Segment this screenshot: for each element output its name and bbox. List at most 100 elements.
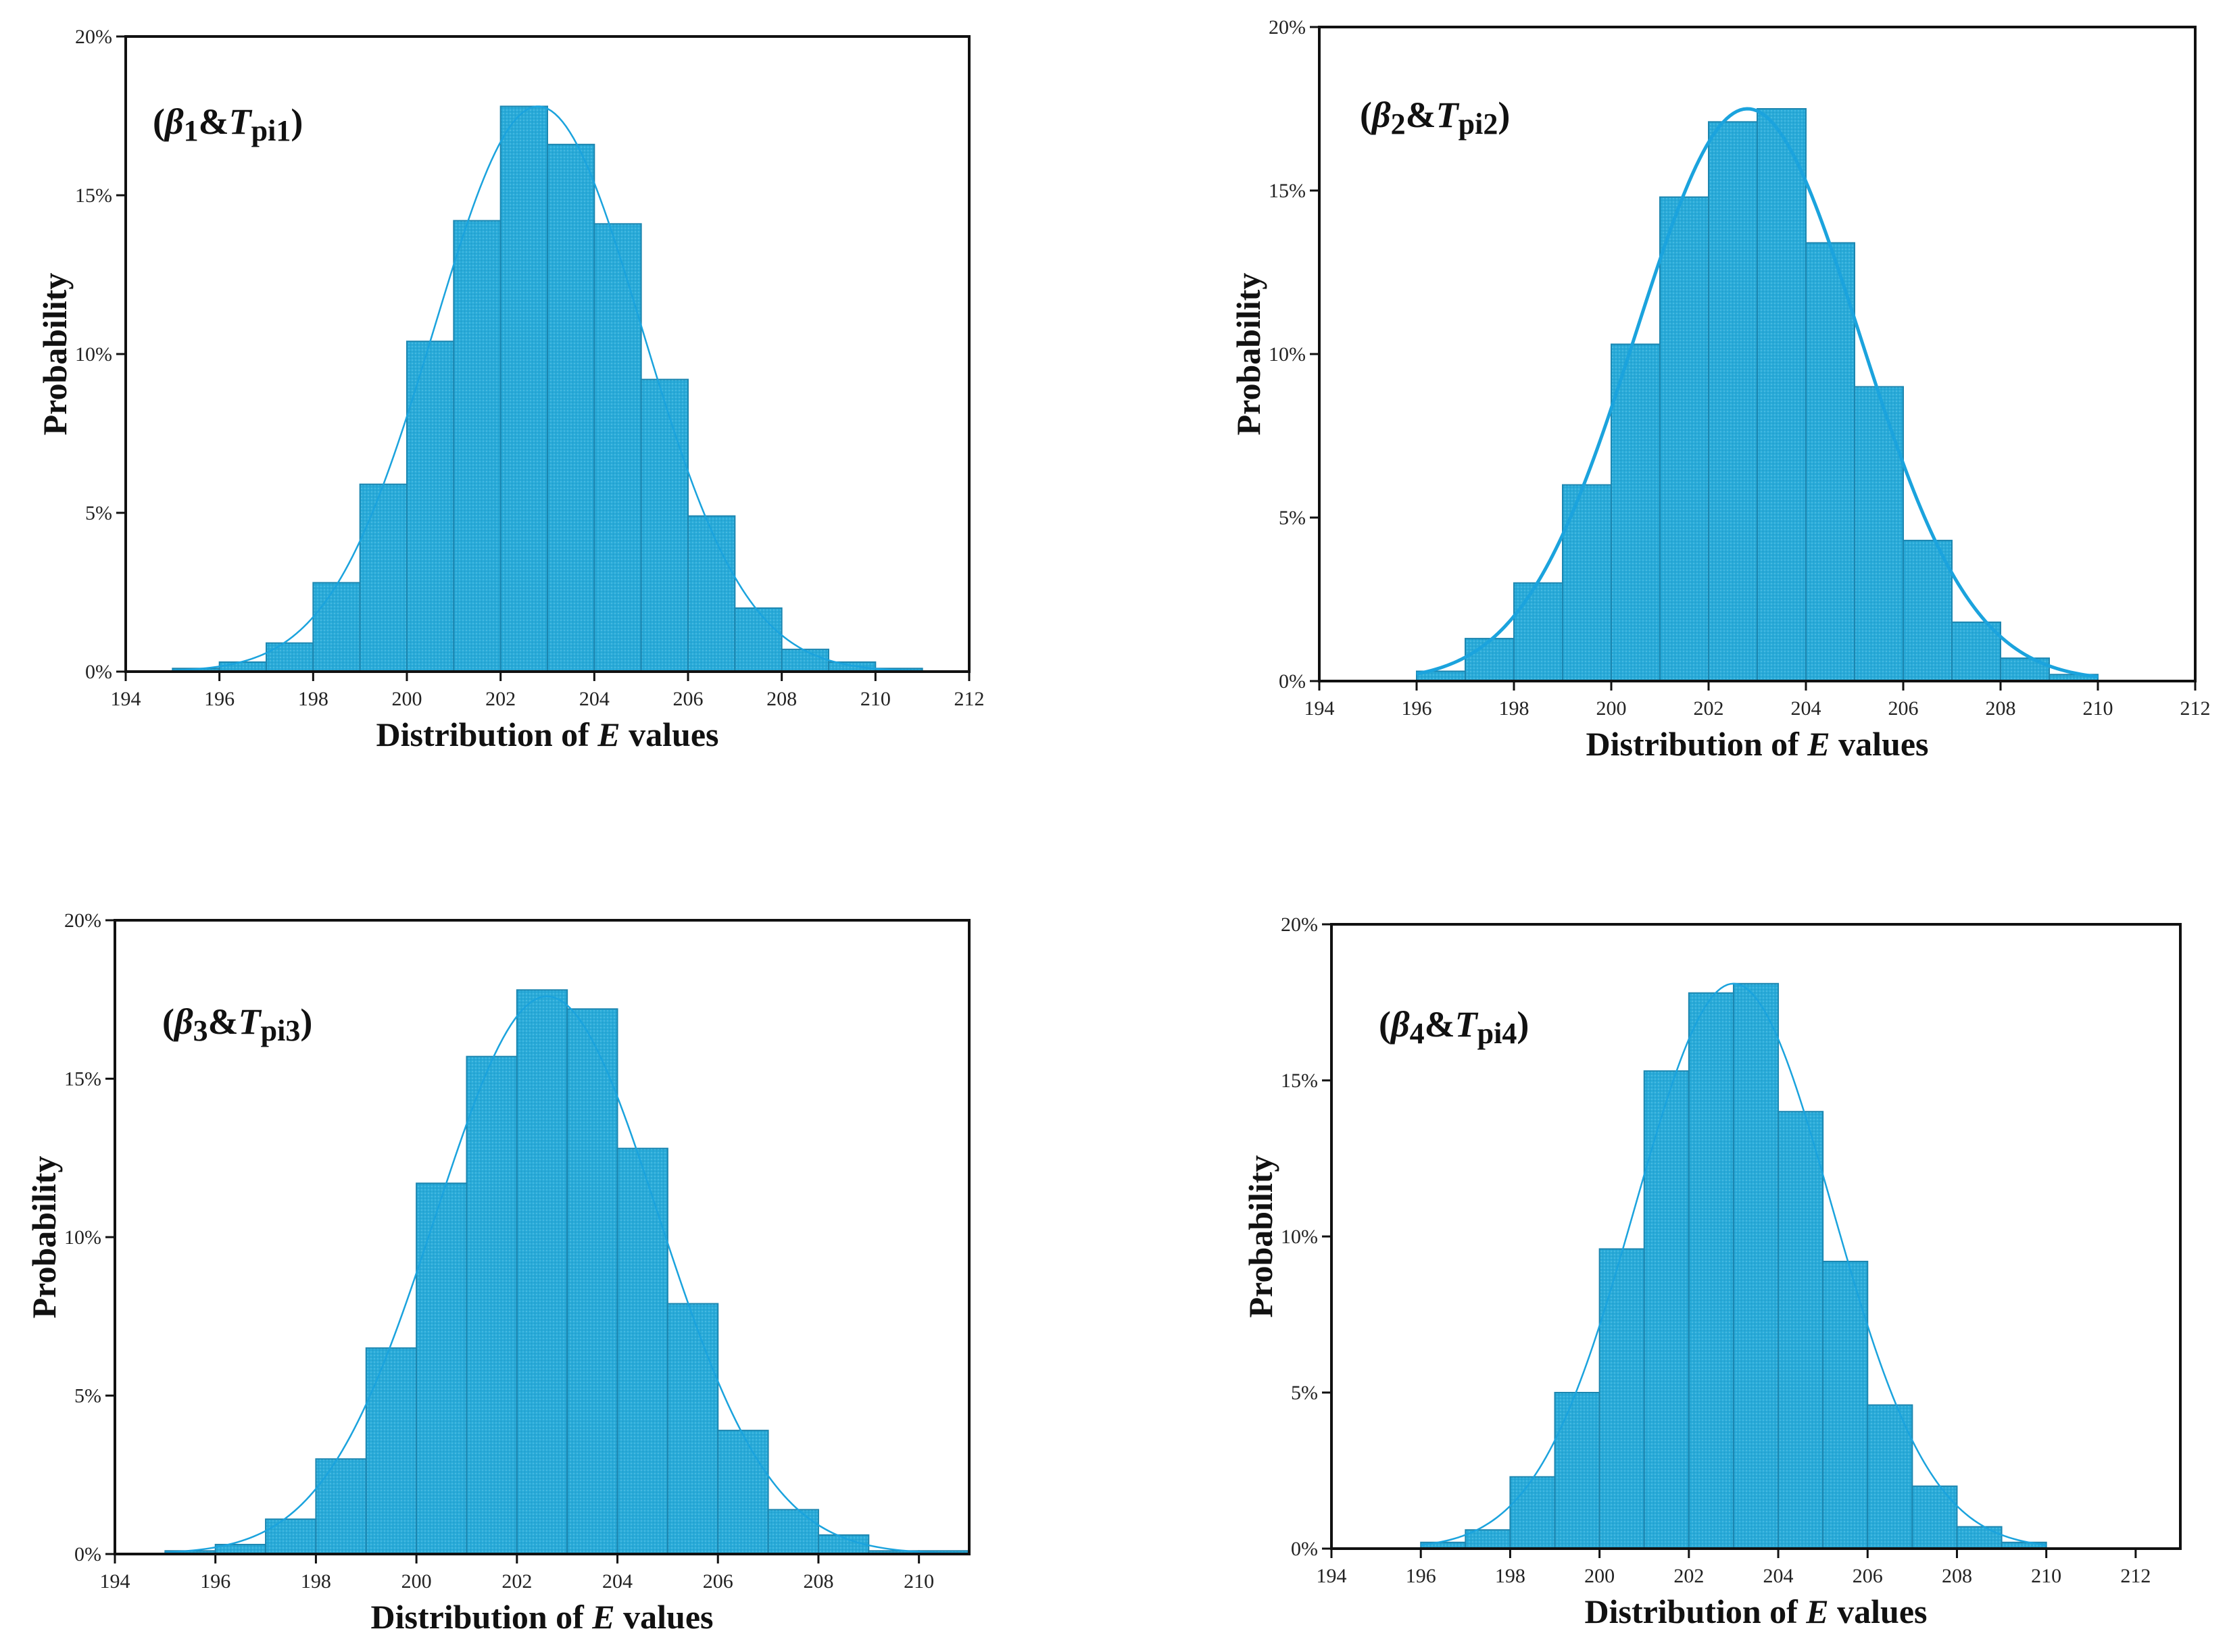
- normal-fit-curve: [172, 105, 923, 672]
- x-tick-label: 210: [2083, 697, 2113, 720]
- bars: [172, 105, 923, 673]
- x-tick-label: 212: [2120, 1565, 2151, 1587]
- histogram-bar: [781, 649, 829, 672]
- histogram-bar: [1911, 1485, 1958, 1549]
- histogram-bar: [1562, 484, 1612, 682]
- histogram-chart: 194 196 198 200 202 204 206 208 210 212 0% 5% 10% 15%…: [1242, 913, 2182, 1630]
- histogram-bar: [1757, 108, 1807, 682]
- histogram-bar: [453, 220, 501, 673]
- histogram-bar: [218, 661, 267, 673]
- histogram-bar: [1554, 1392, 1600, 1549]
- y-tick-label: 5%: [1279, 507, 1306, 529]
- x-tick-label: 194: [1317, 1565, 1347, 1587]
- y-tick-label: 15%: [1269, 180, 1306, 202]
- histogram-bar: [566, 1008, 618, 1555]
- x-tick-label: 200: [392, 688, 422, 710]
- histogram-bar: [767, 1509, 819, 1555]
- x-tick-label: 196: [1406, 1565, 1436, 1587]
- x-axis-label: Distribution of E values: [1584, 1593, 1927, 1630]
- histogram-chart: 194 196 198 200 202 204 206 208 210 0% 5% 10% 15% 20%…: [25, 909, 971, 1636]
- histogram-bar: [1805, 242, 1855, 682]
- x-tick-label: 198: [1495, 1565, 1525, 1587]
- chart-panel-3: 194 196 198 200 202 204 206 208 210 0% 5% 10% 15% 20%…: [25, 900, 1010, 1649]
- bars: [1416, 108, 2099, 682]
- histogram-bar: [1854, 386, 1904, 682]
- normal-fit-curve: [165, 995, 970, 1555]
- x-tick-label: 198: [298, 688, 328, 710]
- y-axis-label: Probability: [1242, 1155, 1279, 1318]
- x-tick-label: 208: [803, 1570, 833, 1593]
- y-tick-label: 15%: [1281, 1070, 1318, 1092]
- panel-label: (β4&Tpi4): [1379, 1004, 1529, 1050]
- histogram-chart: 194 196 198 200 202 204 206 208 210 212 0% 5% 10% 15%…: [1229, 16, 2211, 763]
- y-tick-label: 10%: [1281, 1226, 1318, 1248]
- y-tick-label: 15%: [75, 184, 112, 207]
- x-tick-label: 206: [673, 688, 704, 710]
- y-tick-label: 20%: [1281, 913, 1318, 936]
- histogram-bar: [365, 1347, 418, 1555]
- chart-panel-1: 194 196 198 200 202 204 206 208 210 212 0% 5% 10% 15%…: [36, 16, 1010, 766]
- x-tick-label: 206: [1888, 697, 1919, 720]
- bars: [164, 989, 971, 1555]
- x-tick-label: 204: [579, 688, 610, 710]
- histogram-chart: 194 196 198 200 202 204 206 208 210 212 0% 5% 10% 15%…: [36, 26, 985, 753]
- panel-label: (β2&Tpi2): [1360, 95, 1510, 141]
- histogram-bar: [265, 1518, 317, 1555]
- x-tick-label: 194: [111, 688, 141, 710]
- histogram-bar: [593, 223, 642, 672]
- histogram-bar: [416, 1182, 468, 1555]
- x-tick-label: 202: [1694, 697, 1724, 720]
- x-tick-label: 208: [1942, 1565, 1972, 1587]
- y-tick-label: 0%: [1279, 670, 1306, 693]
- x-tick-label: 196: [204, 688, 235, 710]
- histogram-bar: [734, 607, 783, 672]
- y-tick-label: 15%: [64, 1068, 101, 1091]
- histogram-bar: [1643, 1070, 1690, 1549]
- x-axis-label: Distribution of E values: [370, 1598, 713, 1636]
- y-tick-label: 0%: [74, 1543, 101, 1566]
- y-axis-label: Probability: [36, 273, 74, 436]
- panel-label: (β1&Tpi1): [153, 101, 303, 147]
- histogram-bar: [640, 378, 689, 672]
- histogram-bar: [359, 483, 408, 672]
- histogram-bar: [1708, 121, 1758, 682]
- normal-fit-curve: [1416, 107, 2099, 679]
- x-tick-label: 200: [1596, 697, 1627, 720]
- histogram-bar: [547, 143, 595, 673]
- histogram-bar: [1867, 1404, 1913, 1549]
- y-tick-label: 5%: [1291, 1382, 1318, 1404]
- x-tick-label: 208: [766, 688, 797, 710]
- histogram-bar: [1465, 638, 1515, 682]
- x-tick-label: 210: [2031, 1565, 2061, 1587]
- x-tick-label: 204: [1763, 1565, 1794, 1587]
- y-tick-label: 0%: [85, 661, 112, 683]
- histogram-bar: [1688, 992, 1734, 1549]
- histogram-bar: [499, 105, 549, 672]
- x-tick-label: 196: [200, 1570, 230, 1593]
- histogram-bar: [1822, 1260, 1869, 1550]
- x-axis-label: Distribution of E values: [1586, 725, 1928, 763]
- y-axis-label: Probability: [1229, 273, 1267, 436]
- x-tick-label: 202: [501, 1570, 532, 1593]
- histogram-bar: [1903, 539, 1953, 682]
- histogram-bar: [1951, 621, 2001, 682]
- x-tick-label: 194: [1304, 697, 1335, 720]
- histogram-bar: [687, 515, 736, 673]
- histogram-bar: [666, 1303, 719, 1555]
- y-tick-label: 20%: [75, 26, 112, 48]
- x-tick-label: 200: [1584, 1565, 1615, 1587]
- x-tick-label: 202: [1673, 1565, 1704, 1587]
- histogram-bar: [1659, 196, 1709, 682]
- x-tick-label: 200: [401, 1570, 432, 1593]
- normal-fit-curve: [1421, 982, 2047, 1546]
- histogram-bar: [1465, 1529, 1511, 1550]
- chart-panel-4: 194 196 198 200 202 204 206 208 210 212 0% 5% 10% 15%…: [1242, 904, 2221, 1643]
- x-tick-label: 204: [602, 1570, 633, 1593]
- histogram-bar: [516, 989, 568, 1555]
- chart-panel-2: 194 196 198 200 202 204 206 208 210 212 0% 5% 10% 15%…: [1229, 7, 2229, 776]
- histogram-bar: [315, 1458, 367, 1555]
- histogram-bar: [1956, 1526, 2003, 1549]
- x-tick-label: 210: [904, 1570, 934, 1593]
- histogram-bar: [406, 341, 455, 672]
- histogram-bar: [466, 1055, 518, 1555]
